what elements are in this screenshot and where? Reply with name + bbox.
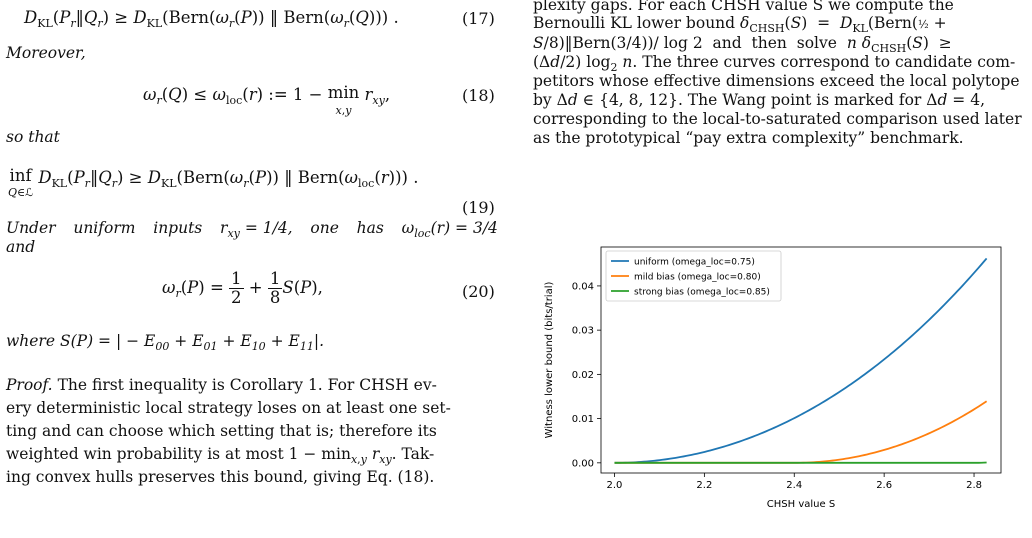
y-axis-label: Witness lower bound (bits/trial) (544, 282, 555, 439)
equation-20-number: (20) (462, 282, 495, 301)
y-tick-label: 0.03 (572, 326, 594, 337)
witness-bound-chart: 2.0 2.2 2.4 2.6 2.8 0.00 0.01 0.02 0.03 0.04 uni… (540, 244, 1010, 534)
caption-line-8: as the prototypical “pay extra complexit… (533, 129, 964, 147)
equation-19-number: (19) (462, 198, 495, 217)
caption-line-1: plexity gaps. For each CHSH value S we c… (533, 0, 954, 14)
equation-17-number: (17) (462, 9, 495, 28)
proof-line-5: ing convex hulls preserves this bound, g… (6, 468, 434, 486)
y-tick-label: 0.04 (572, 281, 594, 292)
so-that-text: so that (6, 128, 60, 146)
y-tick-label: 0.00 (572, 458, 594, 469)
x-ticks: 2.0 2.2 2.4 2.6 2.8 (607, 473, 982, 491)
y-tick-label: 0.02 (572, 370, 594, 381)
legend-entry: mild bias (omega_loc=0.80) (634, 273, 761, 283)
equation-17: DKL(Pr‖Qr) ≥ DKL(Bern(ωr(P)) ‖ Bern(ωr(Q… (24, 8, 399, 30)
legend-entry: uniform (omega_loc=0.75) (634, 258, 755, 268)
proof-text: The first inequality is Corollary 1. For… (58, 376, 437, 394)
x-tick-label: 2.2 (696, 480, 712, 491)
caption-line-7: corresponding to the local-to-saturated … (533, 110, 1022, 128)
y-tick-label: 0.01 (572, 414, 594, 425)
proof-label: Proof. (6, 376, 53, 394)
x-tick-label: 2.0 (607, 480, 623, 491)
moreover-text: Moreover, (6, 44, 86, 62)
x-axis-label: CHSH value S (767, 499, 835, 510)
proof-line-4: weighted win probability is at most 1 − … (6, 445, 434, 469)
x-tick-label: 2.4 (786, 480, 802, 491)
caption-line-5: petitors whose effective dimensions exce… (533, 72, 1020, 90)
chart-svg: 2.0 2.2 2.4 2.6 2.8 0.00 0.01 0.02 0.03 0.04 uni… (540, 244, 1010, 534)
x-tick-label: 2.6 (876, 480, 892, 491)
proof-line-1: Proof. The first inequality is Corollary… (6, 376, 498, 394)
proof-line-3: ting and can choose which setting that i… (6, 422, 437, 440)
legend-entry: strong bias (omega_loc=0.85) (634, 288, 770, 298)
y-ticks: 0.00 0.01 0.02 0.03 0.04 (572, 281, 601, 469)
legend: uniform (omega_loc=0.75)mild bias (omega… (606, 251, 781, 301)
where-text: where S(P) = | − E00 + E01 + E10 + E11|. (6, 332, 324, 356)
equation-18-number: (18) (462, 86, 495, 105)
and-text: and (6, 238, 35, 256)
proof-line-2: ery deterministic local strategy loses o… (6, 399, 451, 417)
caption-line-6: by Δd ∈ {4, 8, 12}. The Wang point is ma… (533, 91, 985, 109)
x-tick-label: 2.8 (966, 480, 982, 491)
